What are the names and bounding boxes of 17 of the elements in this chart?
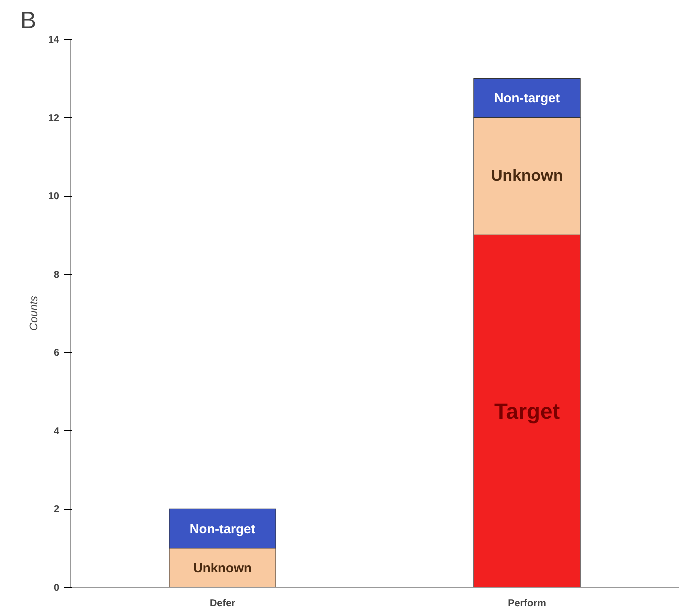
y-axis-title: Counts [28, 296, 40, 331]
y-tick-label: 12 [48, 113, 60, 124]
y-tick-label: 0 [54, 583, 60, 594]
x-tick-label: Defer [210, 598, 236, 610]
series-label: Unknown [194, 560, 252, 576]
text: Non-target [494, 90, 560, 106]
y-tick-label: 8 [54, 270, 60, 281]
text: B [20, 8, 37, 34]
series-label: Target [494, 398, 561, 424]
series-label: Non-target [190, 521, 256, 536]
x-tick-label: Perform [508, 598, 547, 610]
y-tick-label: 2 [54, 504, 60, 516]
y-tick-label: 14 [48, 35, 60, 46]
y-tick-label: 6 [54, 348, 60, 360]
text: Unknown [491, 168, 564, 185]
y-tick-label: 10 [48, 192, 60, 203]
y-tick-label: 4 [54, 426, 60, 438]
